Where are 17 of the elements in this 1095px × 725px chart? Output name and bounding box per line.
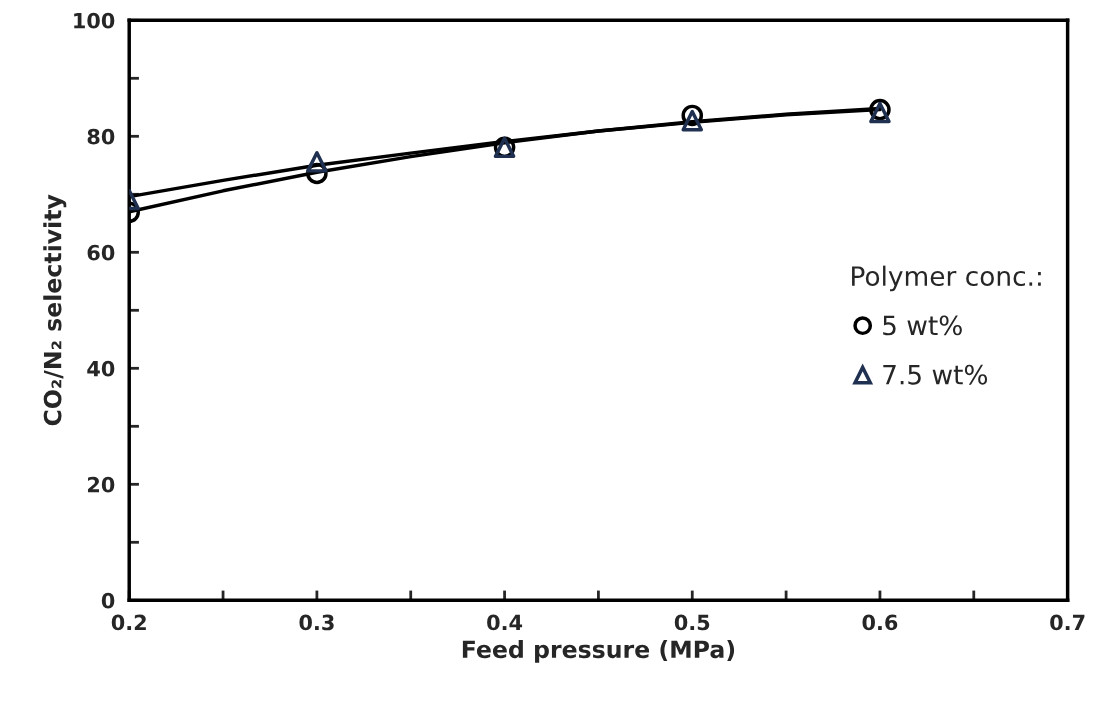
- y-tick-label: 20: [87, 476, 115, 493]
- y-tick-label: 60: [87, 244, 115, 261]
- x-tick-label: 0.3: [299, 614, 334, 631]
- x-axis-title: Feed pressure (MPa): [462, 639, 735, 663]
- legend-label: 5 wt%: [883, 315, 962, 336]
- y-axis-title: CO₂/N₂ selectivity: [43, 194, 67, 426]
- x-tick-label: 0.5: [674, 614, 710, 631]
- y-tick-label: 80: [87, 128, 115, 145]
- y-tick-label: 40: [87, 360, 115, 377]
- x-tick-label: 0.2: [111, 614, 146, 631]
- x-tick-label: 0.4: [487, 614, 523, 631]
- y-tick-label: 0: [101, 592, 115, 609]
- legend-label: 7.5 wt%: [883, 364, 988, 385]
- x-tick-label: 0.6: [862, 614, 898, 631]
- y-tick-label: 100: [74, 12, 115, 29]
- legend-title: Polymer conc.:: [852, 265, 1041, 292]
- x-tick-label: 0.7: [1050, 614, 1085, 631]
